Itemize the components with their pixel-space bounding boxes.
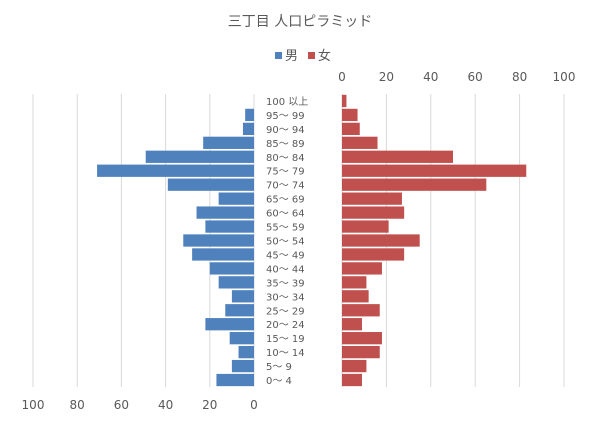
top-axis-tick-label: 20 bbox=[379, 70, 394, 84]
bar-female bbox=[342, 220, 389, 233]
bottom-axis-tick-label: 80 bbox=[70, 398, 85, 412]
axis-tick-labels: 0 20 40 60 80 100 100 80 60 40 20 0 bbox=[22, 70, 576, 412]
bar-female bbox=[342, 318, 362, 331]
category-label: 10～ 14 bbox=[266, 348, 305, 359]
bar-male bbox=[196, 206, 254, 219]
bars bbox=[97, 94, 527, 387]
bottom-axis-tick-label: 40 bbox=[158, 398, 173, 412]
bar-male bbox=[242, 122, 254, 136]
bar-female bbox=[342, 304, 380, 317]
bar-male bbox=[192, 248, 254, 261]
bar-female bbox=[342, 234, 420, 247]
bottom-axis-tick-label: 60 bbox=[114, 398, 129, 412]
top-axis-tick-label: 100 bbox=[553, 70, 576, 84]
bar-female bbox=[342, 262, 382, 275]
category-label: 95～ 99 bbox=[266, 111, 305, 122]
bar-female bbox=[342, 108, 358, 122]
bar-female bbox=[342, 276, 367, 289]
category-label: 25～ 29 bbox=[266, 306, 305, 317]
bar-male bbox=[218, 192, 254, 205]
bar-male bbox=[245, 108, 254, 122]
category-label: 60～ 64 bbox=[266, 209, 305, 220]
legend-female-label: 女 bbox=[318, 48, 331, 64]
top-axis-tick-label: 80 bbox=[512, 70, 527, 84]
bottom-axis-tick-label: 20 bbox=[202, 398, 217, 412]
category-labels: 100 以上 95～ 99 90～ 94 85～ 89 80～ 84 75～ 79 70～ … bbox=[266, 96, 308, 387]
bar-male bbox=[205, 220, 254, 233]
category-label: 90～ 94 bbox=[266, 125, 305, 136]
bottom-axis-tick-label: 0 bbox=[250, 398, 258, 412]
bottom-axis-tick-label: 100 bbox=[22, 398, 45, 412]
bar-female bbox=[342, 359, 367, 373]
category-label: 85～ 89 bbox=[266, 139, 305, 150]
bar-male bbox=[231, 359, 254, 373]
bar-male bbox=[167, 178, 254, 191]
bar-male bbox=[205, 318, 254, 331]
bar-male bbox=[231, 290, 254, 303]
category-label: 30～ 34 bbox=[266, 292, 305, 303]
legend: 男 女 bbox=[275, 48, 331, 64]
bar-female bbox=[342, 332, 382, 345]
top-axis-tick-label: 60 bbox=[468, 70, 483, 84]
bar-female bbox=[342, 248, 405, 261]
category-label: 50～ 54 bbox=[266, 237, 305, 248]
bar-male bbox=[97, 164, 254, 177]
bar-male bbox=[218, 276, 254, 289]
bar-female bbox=[342, 290, 369, 303]
bar-female bbox=[342, 192, 402, 205]
category-label: 5～ 9 bbox=[266, 362, 292, 373]
top-axis-tick-label: 0 bbox=[338, 70, 346, 84]
legend-male-swatch bbox=[275, 52, 282, 59]
top-axis-tick-label: 40 bbox=[423, 70, 438, 84]
category-label: 65～ 69 bbox=[266, 195, 305, 206]
bar-female bbox=[342, 164, 527, 177]
category-label: 0～ 4 bbox=[266, 376, 292, 387]
category-label: 55～ 59 bbox=[266, 223, 305, 234]
bar-male bbox=[203, 136, 254, 149]
bar-female bbox=[342, 345, 380, 359]
bar-male bbox=[209, 262, 254, 275]
category-label: 70～ 74 bbox=[266, 181, 305, 192]
bar-female bbox=[342, 373, 362, 387]
category-label: 40～ 44 bbox=[266, 264, 305, 275]
bar-male bbox=[225, 304, 254, 317]
bar-female bbox=[342, 206, 405, 219]
category-label: 15～ 19 bbox=[266, 334, 305, 345]
bar-female bbox=[342, 122, 360, 136]
bar-male bbox=[229, 332, 254, 345]
bar-female bbox=[342, 136, 378, 149]
bar-male bbox=[238, 345, 254, 359]
category-label: 45～ 49 bbox=[266, 250, 305, 261]
category-label: 35～ 39 bbox=[266, 278, 305, 289]
legend-female-swatch bbox=[308, 52, 315, 59]
category-label: 20～ 24 bbox=[266, 320, 305, 331]
bar-female bbox=[342, 178, 487, 191]
bar-female bbox=[342, 94, 347, 108]
bar-male bbox=[216, 373, 254, 387]
bar-male bbox=[183, 234, 254, 247]
legend-male-label: 男 bbox=[285, 49, 298, 64]
category-label: 80～ 84 bbox=[266, 153, 305, 164]
category-label: 100 以上 bbox=[266, 96, 308, 108]
bar-female bbox=[342, 150, 453, 163]
category-label: 75～ 79 bbox=[266, 167, 305, 178]
chart-title: 三丁目 人口ピラミッド bbox=[228, 14, 372, 30]
bar-male bbox=[145, 150, 254, 163]
